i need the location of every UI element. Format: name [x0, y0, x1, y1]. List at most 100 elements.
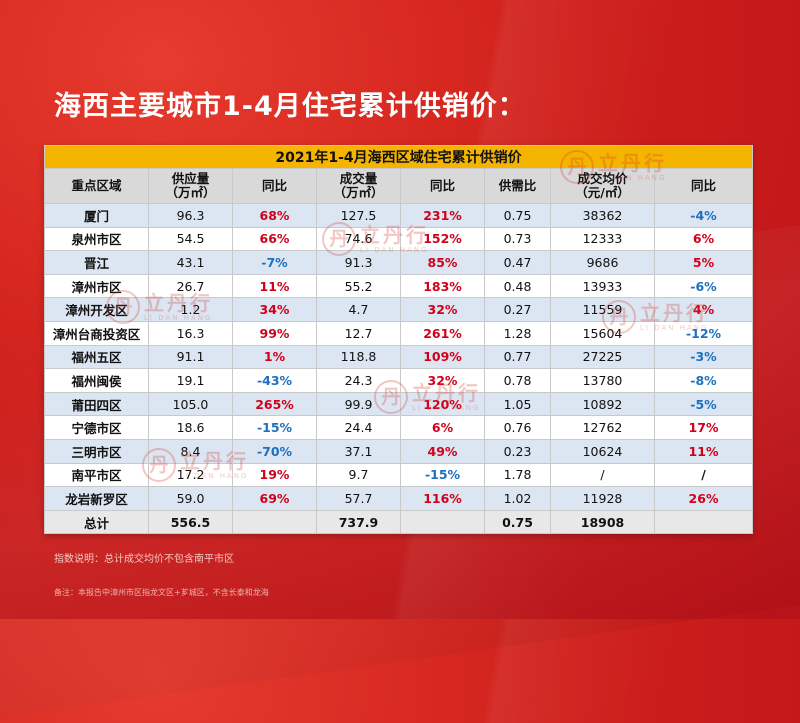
cell-supply: 54.5	[148, 226, 233, 252]
cell-price-yoy: -5%	[653, 391, 754, 417]
cell-deal-yoy: 49%	[400, 438, 485, 464]
cell-supply: 1.2	[148, 297, 233, 322]
header-region: 重点区域	[44, 168, 149, 204]
cell-price: 27225	[550, 344, 655, 370]
cell-ratio: 0.48	[484, 273, 551, 299]
cell-supply-yoy: 11%	[232, 273, 317, 299]
header-deal: 成交量 （万㎡）	[316, 168, 401, 204]
cell-supply: 19.1	[148, 368, 233, 393]
cell-region: 晋江	[44, 250, 149, 275]
table-row: 福州五区 91.1 1% 118.8 109% 0.77 27225 -3%	[44, 344, 754, 370]
cell-price-yoy: -8%	[653, 368, 754, 393]
cell-supply: 105.0	[148, 391, 233, 417]
cell-ratio: 0.73	[484, 226, 551, 252]
cell-supply-yoy: 1%	[232, 344, 317, 370]
cell-price: 12762	[550, 415, 655, 440]
total-deal: 737.9	[316, 509, 401, 535]
cell-supply: 59.0	[148, 486, 233, 511]
cell-region: 福州五区	[44, 344, 149, 370]
cell-price-yoy: -4%	[653, 203, 754, 228]
cell-price-yoy: -3%	[653, 344, 754, 370]
cell-ratio: 0.78	[484, 368, 551, 393]
cell-supply-yoy: 69%	[232, 486, 317, 511]
cell-price-yoy: /	[653, 462, 754, 488]
cell-price: 38362	[550, 203, 655, 228]
cell-deal: 91.3	[316, 250, 401, 275]
cell-supply-yoy: -7%	[232, 250, 317, 275]
table-row: 龙岩新罗区 59.0 69% 57.7 116% 1.02 11928 26%	[44, 486, 754, 511]
cell-deal-yoy: 6%	[400, 415, 485, 440]
page-title: 海西主要城市1-4月住宅累计供销价：	[54, 91, 526, 122]
cell-price: 9686	[550, 250, 655, 275]
cell-ratio: 0.77	[484, 344, 551, 370]
cell-price-yoy: 5%	[653, 250, 754, 275]
table-row: 厦门 96.3 68% 127.5 231% 0.75 38362 -4%	[44, 203, 754, 228]
total-ratio: 0.75	[484, 509, 551, 535]
cell-deal: 118.8	[316, 344, 401, 370]
cell-deal: 55.2	[316, 273, 401, 299]
cell-supply-yoy: 265%	[232, 391, 317, 417]
cell-price-yoy: 6%	[653, 226, 754, 252]
table-row: 南平市区 17.2 19% 9.7 -15% 1.78//	[44, 462, 754, 488]
total-deal-yoy	[400, 509, 485, 535]
header-supply: 供应量 （万㎡）	[148, 168, 233, 204]
header-deal-yoy: 同比	[400, 168, 485, 204]
cell-supply-yoy: 66%	[232, 226, 317, 252]
cell-supply-yoy: -15%	[232, 415, 317, 440]
cell-supply: 91.1	[148, 344, 233, 370]
remark-note: 备注：本报告中漳州市区指龙文区+芗城区，不含长泰和龙海	[54, 588, 269, 597]
cell-deal-yoy: 109%	[400, 344, 485, 370]
cell-price-yoy: 17%	[653, 415, 754, 440]
cell-deal: 9.7	[316, 462, 401, 488]
cell-region: 龙岩新罗区	[44, 486, 149, 511]
cell-region: 厦门	[44, 203, 149, 228]
cell-price-yoy: 4%	[653, 297, 754, 322]
cell-ratio: 1.05	[484, 391, 551, 417]
cell-deal-yoy: 116%	[400, 486, 485, 511]
cell-deal: 99.9	[316, 391, 401, 417]
cell-price-yoy: 11%	[653, 438, 754, 464]
cell-supply: 96.3	[148, 203, 233, 228]
table-row: 三明市区 8.4 -70% 37.1 49% 0.23 10624 11%	[44, 438, 754, 464]
table-row: 漳州台商投资区 16.3 99% 12.7 261% 1.28 15604 -12%	[44, 320, 754, 346]
cell-deal: 127.5	[316, 203, 401, 228]
cell-supply: 26.7	[148, 273, 233, 299]
header-price: 成交均价 （元/㎡）	[550, 168, 655, 204]
table-row: 宁德市区 18.6 -15% 24.4 6% 0.76 12762 17%	[44, 415, 754, 440]
cell-price: /	[550, 462, 655, 488]
cell-ratio: 1.28	[484, 320, 551, 346]
cell-region: 漳州市区	[44, 273, 149, 299]
cell-deal-yoy: 32%	[400, 297, 485, 322]
cell-ratio: 0.27	[484, 297, 551, 322]
cell-region: 南平市区	[44, 462, 149, 488]
cell-region: 宁德市区	[44, 415, 149, 440]
cell-deal-yoy: -15%	[400, 462, 485, 488]
cell-region: 漳州开发区	[44, 297, 149, 322]
cell-deal-yoy: 183%	[400, 273, 485, 299]
cell-ratio: 0.75	[484, 203, 551, 228]
cell-supply: 18.6	[148, 415, 233, 440]
table-row: 漳州市区 26.7 11% 55.2 183% 0.48 13933 -6%	[44, 273, 754, 299]
cell-supply: 8.4	[148, 438, 233, 464]
cell-price: 10892	[550, 391, 655, 417]
cell-supply-yoy: 99%	[232, 320, 317, 346]
cell-region: 福州闽侯	[44, 368, 149, 393]
cell-region: 三明市区	[44, 438, 149, 464]
cell-ratio: 0.76	[484, 415, 551, 440]
cell-price: 11559	[550, 297, 655, 322]
cell-supply-yoy: -43%	[232, 368, 317, 393]
cell-price: 15604	[550, 320, 655, 346]
cell-price-yoy: -6%	[653, 273, 754, 299]
cell-supply: 43.1	[148, 250, 233, 275]
cell-price-yoy: -12%	[653, 320, 754, 346]
header-supply-yoy: 同比	[232, 168, 317, 204]
total-price: 18908	[550, 509, 655, 535]
header-ratio: 供需比	[484, 168, 551, 204]
table-total-row: 总计 556.5 737.9 0.75 18908	[44, 509, 754, 535]
cell-deal: 4.7	[316, 297, 401, 322]
table-row: 泉州市区 54.5 66% 74.6 152% 0.73 12333 6%	[44, 226, 754, 252]
cell-price: 11928	[550, 486, 655, 511]
cell-deal: 74.6	[316, 226, 401, 252]
cell-deal-yoy: 32%	[400, 368, 485, 393]
cell-supply-yoy: 19%	[232, 462, 317, 488]
